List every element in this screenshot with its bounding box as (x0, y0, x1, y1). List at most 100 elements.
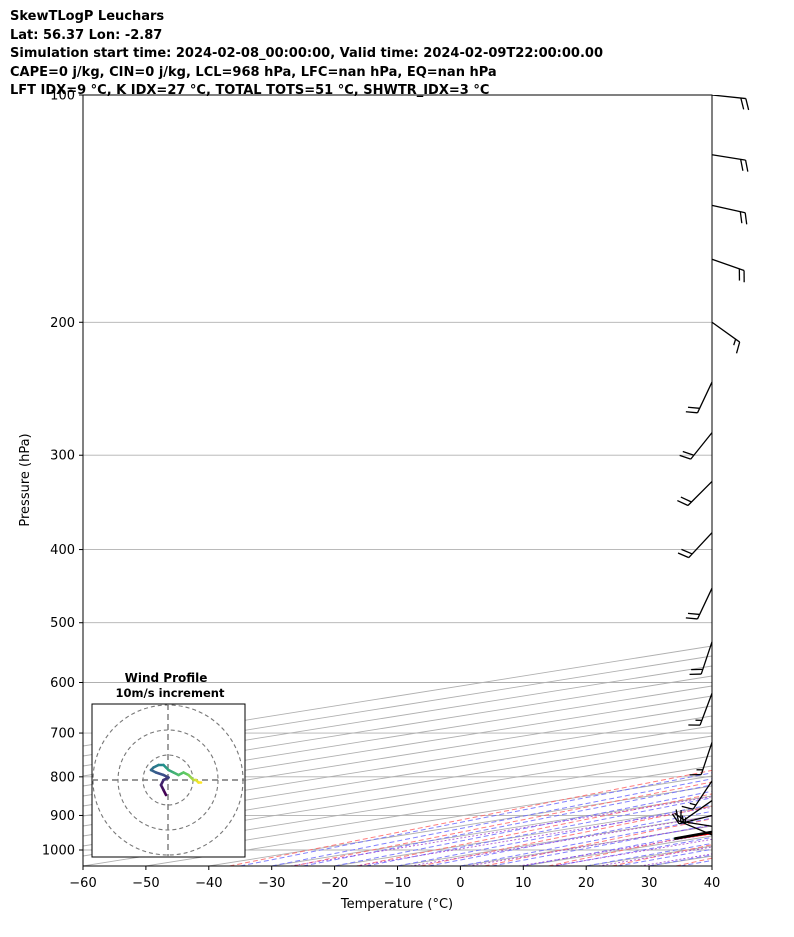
barb-staff (683, 800, 713, 821)
dry-adiabat (484, 818, 712, 866)
barb-feather (677, 552, 690, 559)
y-tick-label: 100 (50, 89, 75, 104)
isotherm-gridline (334, 805, 712, 866)
wind-barb (688, 693, 713, 726)
wind-barb (679, 810, 713, 836)
barb-staff (699, 693, 713, 726)
barb-staff (711, 154, 746, 161)
moist-adiabat (649, 854, 712, 866)
hodograph-title: Wind Profile (125, 671, 208, 685)
barb-feather (679, 454, 691, 460)
x-tick-label: −30 (258, 876, 285, 891)
isotherm-gridline (523, 835, 712, 866)
parcel-line (674, 830, 712, 840)
barb-staff (688, 532, 713, 559)
isotherm-gridline (711, 865, 712, 866)
wind-barb (675, 809, 713, 827)
isotherm-gridline (83, 685, 712, 787)
mixing-ratio-line (290, 796, 712, 866)
mixing-ratio-line (410, 815, 712, 866)
profile-lines (673, 830, 712, 840)
wind-barb (711, 204, 748, 225)
moist-adiabat (617, 848, 712, 866)
wind-barb (689, 641, 713, 676)
isotherm-gridline (460, 825, 712, 866)
barb-staff (700, 742, 713, 775)
isotherm-gridline (83, 675, 712, 777)
moist-adiabat (334, 790, 712, 866)
dry-adiabat (356, 793, 712, 866)
barb-half-feather (681, 815, 684, 822)
barb-half-feather (689, 802, 697, 806)
barb-feather (744, 159, 749, 172)
barb-feather (675, 809, 680, 822)
barb-feather (745, 98, 750, 111)
x-tick-label: −50 (132, 876, 159, 891)
wind-barb (711, 321, 741, 354)
chart-title-block: SkewTLogP Leuchars Lat: 56.37 Lon: -2.87… (10, 8, 603, 101)
x-tick-label: −60 (69, 876, 96, 891)
wind-barbs (671, 95, 750, 836)
dry-adiabat (548, 830, 712, 866)
hodograph-inset: Wind Profile 10m/s increment (91, 671, 246, 858)
barb-feather (740, 159, 744, 171)
y-axis-label: Pressure (hPa) (18, 433, 33, 526)
y-tick-label: 1000 (42, 844, 75, 859)
barb-feather (671, 813, 680, 825)
y-tick-label: 900 (50, 809, 75, 824)
barb-feather (735, 341, 741, 354)
mixing-ratio-line (518, 833, 712, 866)
barb-feather (677, 499, 689, 507)
y-tick-label: 300 (50, 449, 75, 464)
barb-feather (681, 548, 693, 555)
wind-barb (681, 780, 713, 810)
barb-staff (690, 432, 713, 460)
moist-adiabat (428, 810, 712, 866)
barb-staff (700, 641, 713, 675)
isotherm-gridline (83, 705, 712, 807)
wind-barb (677, 481, 713, 507)
wind-barb (685, 381, 713, 414)
barb-feather (679, 810, 682, 822)
barb-feather (740, 97, 745, 110)
moist-adiabat (460, 817, 712, 866)
isotherm-gridline (83, 695, 712, 797)
isotherm-gridline (649, 855, 712, 866)
isotherm-gridline (83, 665, 712, 767)
mixing-ratio-line (356, 806, 712, 866)
moist-adiabat (744, 95, 794, 866)
chart-title: SkewTLogP Leuchars (10, 9, 165, 24)
isotherm-gridline (586, 845, 712, 866)
barb-staff (687, 481, 713, 506)
x-axis-label: Temperature (°C) (340, 897, 453, 912)
mixing-ratio-line (639, 853, 712, 866)
moist-adiabat (711, 865, 712, 866)
barb-feather (685, 617, 698, 620)
isotherm-gridline (208, 785, 712, 866)
cape-cin-shading (674, 831, 712, 839)
hodograph-segment (154, 771, 165, 777)
barb-staff (696, 381, 713, 414)
x-tick-label: 30 (641, 876, 658, 891)
barb-half-feather (733, 338, 737, 346)
barb-staff (696, 587, 713, 620)
barb-feather (681, 805, 694, 810)
wind-barb (685, 587, 713, 620)
stability-indices-1: CAPE=0 j/kg, CIN=0 j/kg, LCL=968 hPa, LF… (10, 64, 497, 80)
wind-barb (711, 154, 749, 172)
moist-adiabat (491, 824, 712, 866)
x-tick-label: 20 (578, 876, 595, 891)
isotherm-gridline (271, 795, 712, 866)
dewpoint-line (673, 831, 712, 840)
x-tick-label: 0 (456, 876, 464, 891)
isotherm-gridline (83, 715, 712, 817)
wind-barb (711, 95, 750, 111)
y-tick-label: 200 (50, 316, 75, 331)
location-coordinates: Lat: 56.37 Lon: -2.87 (10, 27, 163, 43)
x-tick-label: −20 (321, 876, 348, 891)
barb-feather (744, 212, 748, 225)
y-tick-label: 600 (50, 676, 75, 691)
y-tick-label: 700 (50, 727, 75, 742)
barb-feather (739, 211, 743, 224)
dry-adiabat (740, 95, 794, 866)
